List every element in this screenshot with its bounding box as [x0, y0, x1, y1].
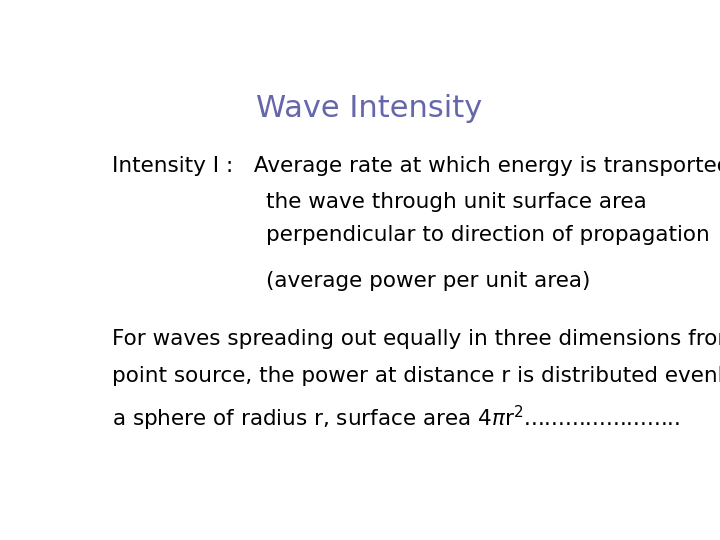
Text: For waves spreading out equally in three dimensions from a: For waves spreading out equally in three… [112, 329, 720, 349]
Text: (average power per unit area): (average power per unit area) [266, 271, 590, 291]
Text: perpendicular to direction of propagation: perpendicular to direction of propagatio… [266, 225, 709, 245]
Text: Wave Intensity: Wave Intensity [256, 94, 482, 123]
Text: point source, the power at distance r is distributed evenly over: point source, the power at distance r is… [112, 366, 720, 386]
Text: the wave through unit surface area: the wave through unit surface area [266, 192, 647, 212]
Text: Intensity I :   Average rate at which energy is transported by: Intensity I : Average rate at which ener… [112, 156, 720, 176]
Text: a sphere of radius r, surface area 4$\pi$r$^2$.......................: a sphere of radius r, surface area 4$\pi… [112, 404, 680, 433]
